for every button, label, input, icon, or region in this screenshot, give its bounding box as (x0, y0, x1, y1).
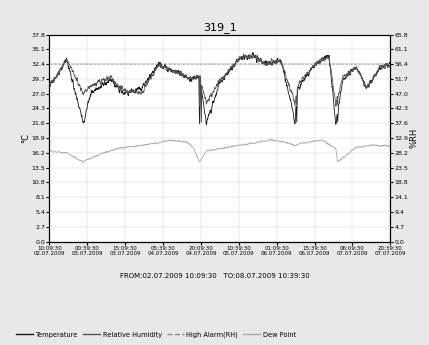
Y-axis label: %RH: %RH (410, 128, 419, 148)
Legend: Temperature, Relative Humidity, High Alarm(RH), Dew Point: Temperature, Relative Humidity, High Ala… (16, 332, 296, 338)
Y-axis label: °C: °C (21, 133, 30, 143)
Title: 319_1: 319_1 (203, 22, 237, 33)
Text: FROM:02.07.2009 10:09:30   TO:08.07.2009 10:39:30: FROM:02.07.2009 10:09:30 TO:08.07.2009 1… (120, 273, 309, 279)
